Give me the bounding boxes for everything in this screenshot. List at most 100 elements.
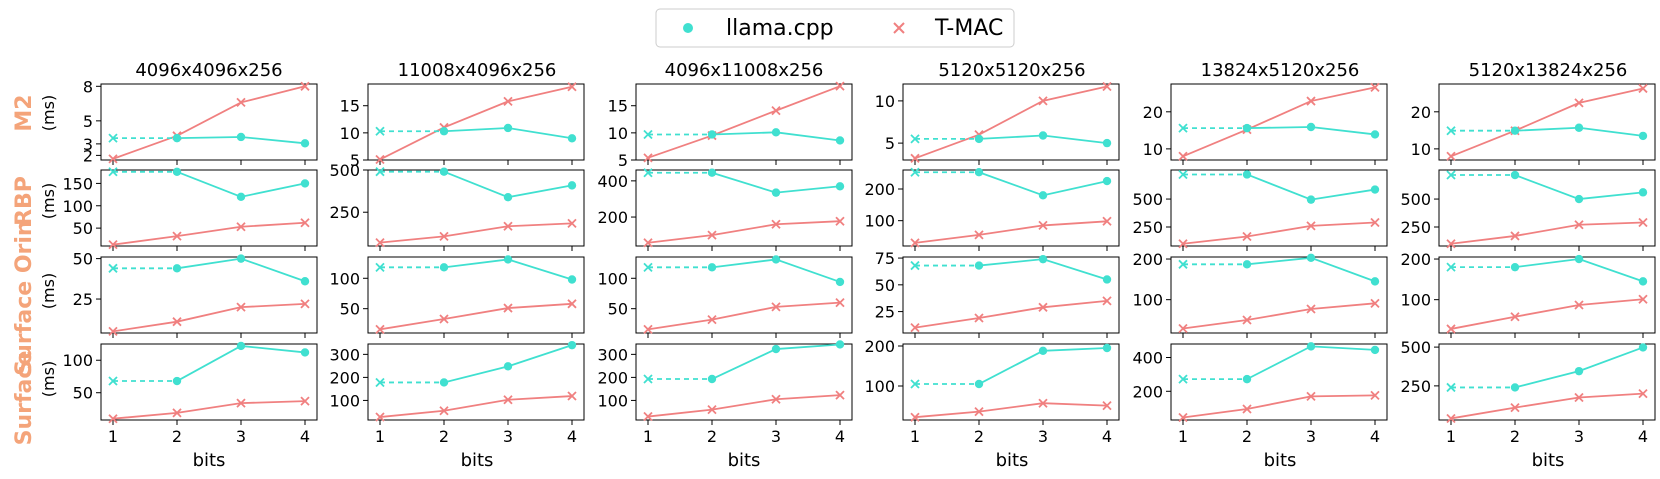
llama-point [1370, 345, 1380, 355]
tmac-point [567, 299, 577, 309]
tmac-point [1446, 151, 1456, 161]
panel-r3-c3: 50 100 [597, 255, 853, 338]
tmac-point [771, 394, 781, 404]
y-tick-label: 100 [864, 377, 895, 396]
llama-point [567, 181, 577, 190]
tmac-point [707, 230, 717, 240]
llama-point [771, 188, 781, 197]
llama-point [1242, 123, 1252, 133]
tmac-point [375, 324, 385, 334]
tmac-series-line [1450, 392, 1644, 420]
llama-point [910, 134, 920, 144]
x-tick-label: 2 [707, 427, 717, 446]
x-tick-label: 2 [172, 427, 182, 446]
tmac-point [236, 398, 246, 408]
y-tick-label: 500 [1400, 338, 1431, 357]
tmac-point [300, 299, 310, 309]
llama-point [1038, 191, 1048, 200]
tmac-point [439, 406, 449, 416]
row-unit-rbp: (ms) [39, 183, 58, 219]
y-tick-label: 250 [1400, 218, 1431, 237]
tmac-series-line [914, 220, 1108, 244]
tmac-point [1242, 315, 1252, 325]
llama-point [300, 348, 310, 357]
y-tick-label: 100 [597, 269, 628, 288]
llama-point [1574, 254, 1584, 264]
tmac-point [643, 324, 653, 334]
col-title-1: 4096x4096x256 [135, 60, 282, 81]
y-tick-label: 300 [329, 345, 360, 364]
panel-frame [100, 169, 318, 247]
tmac-point [1102, 216, 1112, 226]
tmac-point [236, 97, 246, 108]
llama-point [1446, 262, 1456, 272]
panel-frame [1438, 83, 1656, 161]
llama-point [643, 129, 653, 140]
panel-frame [635, 83, 853, 161]
llama-point [567, 275, 577, 284]
tmac-point [1038, 220, 1048, 231]
llama-point [439, 127, 449, 136]
llama-point [707, 374, 717, 384]
col-title-2: 11008x4096x256 [398, 60, 557, 81]
panel-frame [902, 343, 1120, 421]
tmac-point [375, 237, 385, 248]
tmac-point [910, 238, 920, 248]
x-tick-label: 2 [1510, 427, 1520, 446]
llama-point [974, 379, 984, 389]
llama-point [375, 126, 385, 136]
y-tick-label: 250 [1400, 377, 1431, 396]
tmac-series-line [379, 302, 573, 331]
y-tick-label: 250 [1132, 218, 1163, 237]
panel-frame [1170, 169, 1388, 247]
tmac-point [108, 240, 118, 250]
y-tick-label: 400 [597, 172, 628, 191]
y-tick-label: 5 [885, 134, 895, 153]
y-tick-label: 100 [864, 212, 895, 231]
panel-r1-c5: 10 20 [1143, 82, 1388, 165]
panel-r4-c4: 100 200 1 2 3 4 [864, 337, 1120, 446]
tmac-point [503, 96, 513, 107]
llama-point [1102, 138, 1112, 148]
tmac-series-line [1450, 87, 1644, 158]
tmac-point [1306, 96, 1316, 106]
legend-tmac-marker [893, 22, 905, 34]
tmac-series-line [112, 400, 306, 420]
tmac-series-line [914, 85, 1108, 160]
y-tick-label: 10 [1143, 140, 1163, 159]
y-tick-label: 100 [62, 197, 93, 216]
llama-point [1574, 123, 1584, 132]
x-tick-label: 2 [974, 427, 984, 446]
panel-r3-c2: 50 100 [329, 255, 585, 338]
llama-point [172, 376, 182, 386]
tmac-series-line [914, 402, 1108, 419]
y-tick-label: 50 [73, 219, 93, 238]
tmac-series-line [647, 301, 841, 331]
tmac-point [1510, 312, 1520, 322]
y-tick-label: 300 [597, 345, 628, 364]
tmac-series-line [112, 221, 306, 246]
llama-point [1510, 170, 1520, 180]
llama-point [1038, 131, 1048, 140]
llama-point [172, 133, 182, 143]
llama-point [1178, 259, 1188, 269]
tmac-point [1102, 81, 1112, 92]
llama-point [236, 254, 246, 263]
llama-point [835, 136, 845, 145]
y-tick-label: 100 [1400, 291, 1431, 310]
x-tick-label: 2 [439, 427, 449, 446]
x-tick-label: 1 [1178, 427, 1188, 446]
row-unit-surface-orin: (ms) [39, 273, 58, 309]
panels-grid: 2358510155101551010201020501001502505002… [62, 77, 1656, 446]
llama-point [974, 134, 984, 144]
tmac-point [1510, 402, 1520, 413]
tmac-point [172, 408, 182, 418]
y-tick-label: 50 [875, 276, 895, 295]
llama-point [835, 182, 845, 191]
tmac-point [236, 222, 246, 232]
y-tick-label: 20 [1143, 103, 1163, 122]
legend-frame [655, 8, 1015, 48]
tmac-point [974, 406, 984, 417]
